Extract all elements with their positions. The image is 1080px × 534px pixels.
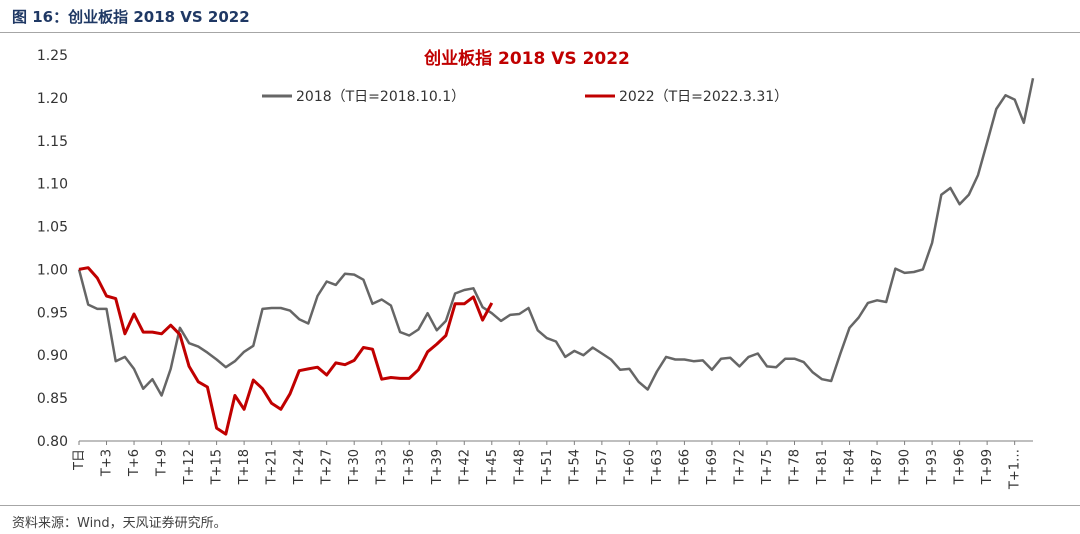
x-tick-label: T+24 [292,449,307,485]
y-tick-label: 1.25 [37,48,68,64]
x-tick-label: T+87 [870,449,885,485]
y-tick-label: 1.20 [37,91,68,107]
series-line-2018 [77,77,1035,397]
legend: 2018（T日=2018.10.1） 2022（T日=2022.3.31） [262,89,788,105]
x-tick-label: T+21 [265,449,280,485]
x-tick-label: T+60 [622,449,637,485]
x-tick-label: T+30 [347,449,362,485]
x-tick-label: T+66 [677,449,692,485]
x-tick-label: T+63 [650,449,665,485]
x-tick-label: T+3 [100,449,115,477]
x-tick-label: T+69 [705,449,720,485]
x-axis: T日 T+3 T+6 T+9 T+12 T+15 T+18 T+21 T+24 T+27 T+30 T… [72,440,1033,490]
x-tick-label: T+84 [843,449,858,485]
y-axis: 1.25 1.20 1.15 1.10 1.05 1.00 0.95 0.90 0.85 0.80 [37,48,68,450]
x-tick-label: T+99 [980,449,995,485]
y-tick-label: 1.05 [37,220,68,236]
x-tick-label: T+27 [320,449,335,485]
y-tick-label: 0.85 [37,391,68,407]
y-tick-label: 0.80 [37,434,68,450]
x-tick-label: T+54 [567,449,582,485]
y-tick-label: 0.95 [37,305,68,321]
y-tick-label: 1.00 [37,262,68,278]
x-tick-label: T+12 [182,449,197,485]
x-tick-label: T+75 [760,449,775,485]
line-chart: 创业板指 2018 VS 2022 2018（T日=2018.10.1） 202… [37,48,1035,490]
x-tick-label: T+36 [402,449,417,485]
x-tick-label: T+45 [485,449,500,485]
x-tick-label: T+1… [1008,449,1023,490]
x-tick-label: T+72 [732,449,747,485]
source-note: 资料来源：Wind，天风证券研究所。 [12,516,227,531]
x-tick-label: T+39 [430,449,445,485]
chart-title: 创业板指 2018 VS 2022 [423,48,630,69]
x-tick-label: T+18 [237,449,252,485]
y-tick-label: 1.10 [37,177,68,193]
legend-label-2022: 2022（T日=2022.3.31） [619,89,788,105]
figure-title: 图 16：创业板指 2018 VS 2022 [12,8,250,26]
footer-divider [0,505,1080,506]
plot-lines [77,77,1035,436]
x-tick-label: T+33 [375,449,390,485]
x-tick-label: T+15 [210,449,225,485]
x-tick-label: T+9 [155,449,170,477]
header-divider [0,32,1080,33]
y-tick-label: 0.90 [37,348,68,364]
x-tick-label: T+42 [457,449,472,485]
x-tick-label: T+78 [788,449,803,485]
x-tick-label: T+93 [925,449,940,485]
x-tick-label: T+81 [815,449,830,485]
series-line-2022 [78,266,494,436]
y-tick-label: 1.15 [37,134,68,150]
x-tick-label: T+96 [953,449,968,485]
legend-label-2018: 2018（T日=2018.10.1） [296,89,465,105]
x-tick-label: T+57 [595,449,610,485]
x-tick-label: T+90 [898,449,913,485]
x-tick-label: T+51 [540,449,555,485]
x-tick-label: T日 [72,449,87,471]
figure-header: 图 16：创业板指 2018 VS 2022 [0,0,1080,34]
x-tick-label: T+6 [127,449,142,477]
x-tick-label: T+48 [512,449,527,485]
